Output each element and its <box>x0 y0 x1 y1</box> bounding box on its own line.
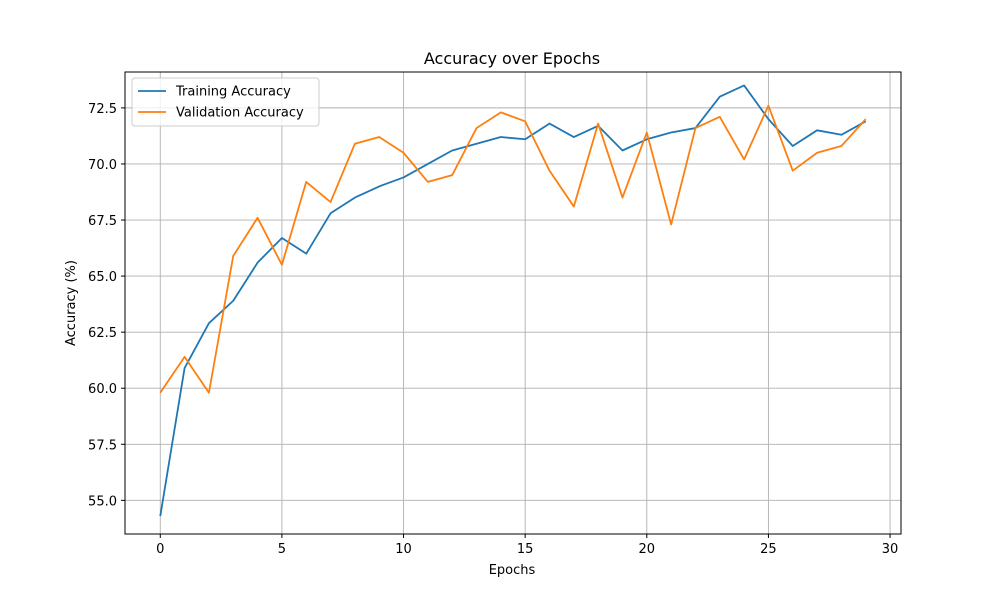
y-tick-label: 55.0 <box>88 494 117 509</box>
tick-layer: 0 5 10 15 20 25 30 55.0 57.5 60.0 62.5 65.0 67.5 70.0… <box>88 102 898 557</box>
x-tick-label: 15 <box>517 542 534 557</box>
y-tick-label: 65.0 <box>88 270 117 285</box>
legend-label: Training Accuracy <box>175 85 291 100</box>
legend: Training Accuracy Validation Accuracy <box>131 77 320 127</box>
grid-layer <box>125 72 901 534</box>
series-line-validation-accuracy <box>159 104 867 394</box>
y-axis-label: Accuracy (%) <box>64 260 79 346</box>
x-tick-label: 30 <box>882 542 899 557</box>
plot-frame <box>124 71 902 535</box>
series-layer <box>159 84 867 517</box>
legend-label: Validation Accuracy <box>176 106 304 121</box>
x-tick-label: 10 <box>395 542 412 557</box>
chart-title: Accuracy over Epochs <box>424 49 600 68</box>
y-tick-label: 72.5 <box>88 102 117 117</box>
y-tick-label: 62.5 <box>88 326 117 341</box>
x-tick-label: 0 <box>156 542 164 557</box>
series-line-training-accuracy <box>159 84 867 517</box>
y-tick-label: 60.0 <box>88 382 117 397</box>
legend-box <box>131 77 320 127</box>
x-axis-label: Epochs <box>489 563 536 578</box>
x-tick-label: 25 <box>760 542 777 557</box>
y-tick-label: 67.5 <box>88 214 117 229</box>
y-tick-label: 70.0 <box>88 158 117 173</box>
x-tick-label: 20 <box>639 542 656 557</box>
x-tick-label: 5 <box>278 542 286 557</box>
y-tick-label: 57.5 <box>88 438 117 453</box>
